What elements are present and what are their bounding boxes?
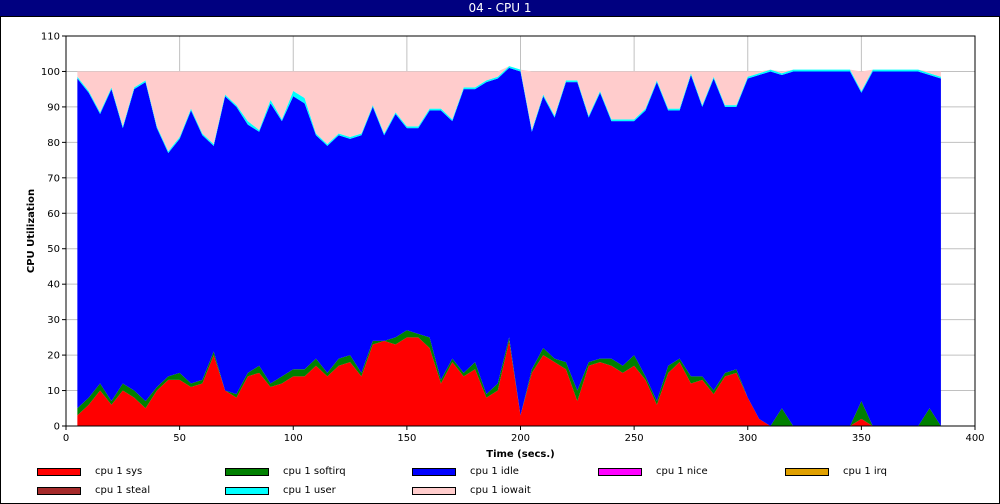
cpu-utilization-chart: 0 50 100 150 200 250 300 350 400 0 10 20 30 40 50 60 70 8… <box>26 32 985 461</box>
legend-item-cpu-1-nice: cpu 1 nice <box>598 465 758 479</box>
y-tick-label: 90 <box>47 102 60 113</box>
legend-label: cpu 1 idle <box>470 466 519 477</box>
x-tick-label: 100 <box>284 433 303 444</box>
legend-label: cpu 1 sys <box>95 466 143 477</box>
legend-label: cpu 1 user <box>283 485 336 496</box>
x-tick-label: 200 <box>511 433 530 444</box>
chart-frame: 0 50 100 150 200 250 300 350 400 0 10 20 30 40 50 60 70 8… <box>0 16 1000 504</box>
legend-swatch <box>412 487 456 495</box>
y-tick-label: 60 <box>47 209 60 220</box>
y-tick-label: 70 <box>47 173 60 184</box>
legend-swatch <box>37 487 81 495</box>
legend-label: cpu 1 steal <box>95 485 151 496</box>
chart-title: 04 - CPU 1 <box>0 0 1000 16</box>
area-cpu-1-idle <box>77 67 941 426</box>
y-axis-label: CPU Utilization <box>26 189 37 273</box>
x-tick-label: 150 <box>397 433 416 444</box>
legend-label: cpu 1 iowait <box>470 485 531 496</box>
legend-swatch <box>412 468 456 476</box>
legend-item-cpu-1-softirq: cpu 1 softirq <box>225 465 385 479</box>
x-tick-label: 400 <box>965 433 984 444</box>
legend-item-cpu-1-idle: cpu 1 idle <box>412 465 572 479</box>
legend-swatch <box>37 468 81 476</box>
x-tick-label: 50 <box>173 433 186 444</box>
legend-label: cpu 1 nice <box>656 466 708 477</box>
area-cpu-1-softirq <box>77 330 941 426</box>
area-cpu-1-sys <box>77 337 941 426</box>
legend-item-cpu-1-user: cpu 1 user <box>225 484 385 498</box>
area-cpu-1-iowait <box>77 66 941 152</box>
legend-item-cpu-1-irq: cpu 1 irq <box>785 465 945 479</box>
y-tick-label: 30 <box>47 315 60 326</box>
legend-label: cpu 1 softirq <box>283 466 346 477</box>
y-tick-label: 80 <box>47 138 60 149</box>
x-tick-label: 300 <box>738 433 757 444</box>
x-tick-label: 0 <box>63 433 69 444</box>
x-tick-label: 350 <box>852 433 871 444</box>
x-axis-label: Time (secs.) <box>486 449 555 460</box>
legend-item-cpu-1-steal: cpu 1 steal <box>37 484 197 498</box>
legend-label: cpu 1 irq <box>843 466 887 477</box>
y-tick-label: 0 <box>54 422 60 433</box>
y-tick-label: 40 <box>47 280 60 291</box>
legend-swatch <box>225 468 269 476</box>
legend-swatch <box>598 468 642 476</box>
legend-swatch <box>225 487 269 495</box>
legend-item-cpu-1-sys: cpu 1 sys <box>37 465 197 479</box>
legend-swatch <box>785 468 829 476</box>
legend-item-cpu-1-iowait: cpu 1 iowait <box>412 484 572 498</box>
x-tick-label: 250 <box>625 433 644 444</box>
y-tick-label: 100 <box>41 67 60 78</box>
y-tick-label: 20 <box>47 351 60 362</box>
y-tick-label: 110 <box>41 32 60 43</box>
y-tick-label: 10 <box>47 386 60 397</box>
y-tick-label: 50 <box>47 244 60 255</box>
